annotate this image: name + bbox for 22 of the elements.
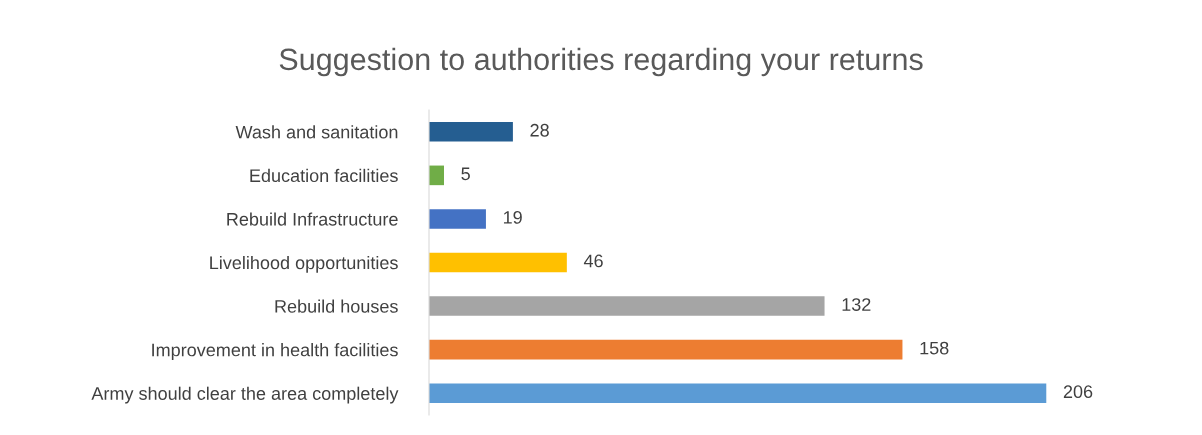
- data-label: 206: [1063, 385, 1093, 399]
- data-label: 132: [842, 298, 871, 311]
- bar: [429, 252, 567, 273]
- data-label: 46: [583, 254, 603, 268]
- chart-title: Suggestion to authorities regarding your returns: [279, 47, 923, 77]
- bar: [429, 339, 903, 360]
- data-label: 19: [503, 210, 522, 224]
- data-label: 158: [920, 341, 949, 355]
- y-tick-label: Rebuild Infrastructure: [227, 212, 398, 226]
- bar: [429, 383, 1047, 404]
- bar: [429, 209, 486, 229]
- y-tick-label: Education facilities: [250, 168, 398, 183]
- bar: [429, 121, 513, 142]
- bar: [429, 296, 825, 316]
- data-label: 28: [530, 123, 549, 137]
- data-label: 5: [461, 167, 470, 181]
- y-tick-label: Wash and sanitation: [235, 125, 398, 139]
- bar: [429, 165, 444, 186]
- y-tick-label: Improvement in health facilities: [152, 343, 398, 360]
- y-tick-label: Rebuild houses: [275, 299, 398, 313]
- y-tick-label: Army should clear the area completely: [91, 386, 399, 404]
- y-tick-label: Livelihood opportunities: [210, 255, 398, 273]
